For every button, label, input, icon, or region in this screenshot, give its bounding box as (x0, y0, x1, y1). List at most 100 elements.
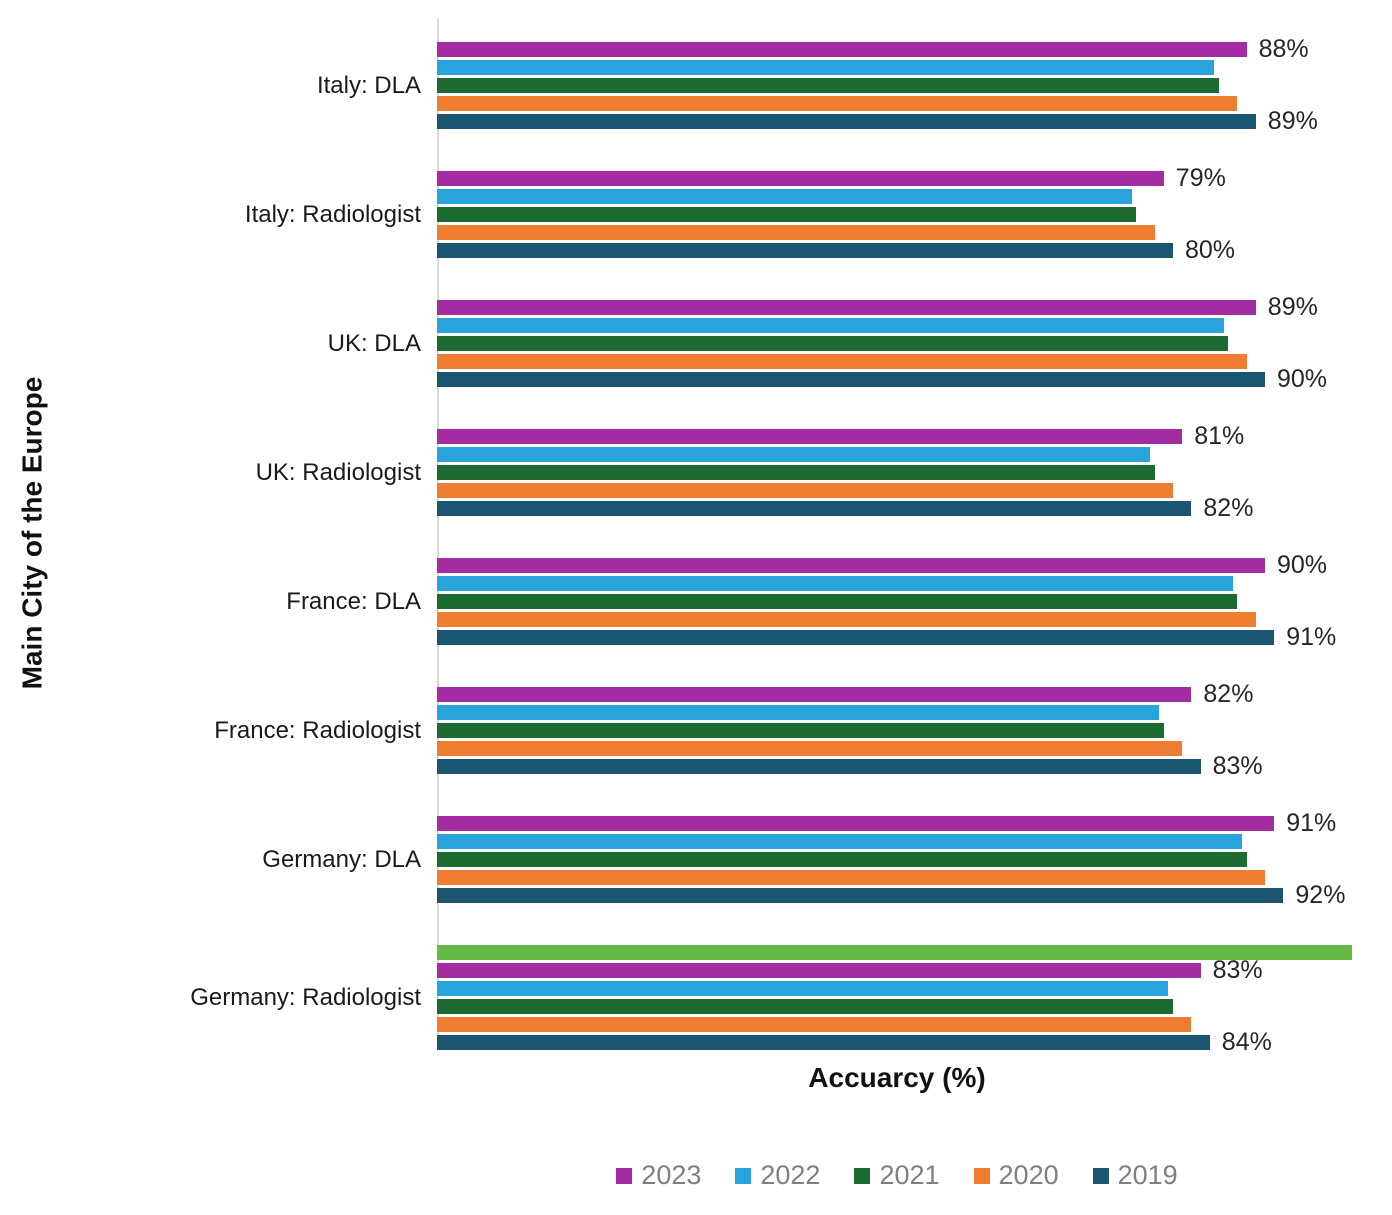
category-label: Italy: DLA (316, 71, 421, 99)
bar-row: 79% (437, 164, 1392, 192)
bar-2019 (437, 243, 1173, 258)
bar-2023 (437, 429, 1183, 444)
data-label: 90% (1277, 365, 1328, 393)
data-label: 90% (1277, 551, 1328, 579)
category-label: Germany: DLA (262, 845, 421, 873)
bar-2021 (437, 465, 1155, 480)
bar-row: 90% (437, 365, 1392, 393)
bar-stack: 91% 92% (437, 809, 1392, 909)
bar-row (437, 981, 1392, 996)
bar-row (437, 870, 1392, 885)
legend-label: 2019 (1117, 1160, 1178, 1190)
bar-2022 (437, 189, 1132, 204)
data-label: 84% (1221, 1028, 1272, 1056)
data-label: 81% (1194, 422, 1245, 450)
legend-swatch (973, 1167, 990, 1184)
bar-2022 (437, 834, 1242, 849)
bar-2021 (437, 336, 1229, 351)
data-label: 82% (1203, 494, 1254, 522)
bar-group: UK: DLA 89% 90% (0, 293, 1392, 393)
bar-2020 (437, 483, 1173, 498)
bar-2019 (437, 114, 1256, 129)
bar-row (437, 576, 1392, 591)
legend-swatch (616, 1167, 633, 1184)
bar-row (437, 318, 1392, 333)
bar-2022 (437, 576, 1233, 591)
legend-swatch (735, 1167, 752, 1184)
bar-2023 (437, 963, 1201, 978)
bar-row (437, 189, 1392, 204)
bar-row (437, 612, 1392, 627)
bar-2020 (437, 1017, 1192, 1032)
bar-row: 83% (437, 752, 1392, 780)
bar-2020 (437, 612, 1256, 627)
bar-2022 (437, 981, 1169, 996)
bar-2023 (437, 687, 1192, 702)
bar-row (437, 741, 1392, 756)
bar-stack: 82% 83% (437, 680, 1392, 780)
bar-row (437, 945, 1392, 960)
bar-stack: 90% 91% (437, 551, 1392, 651)
legend-label: 2023 (641, 1160, 702, 1190)
bar-2020 (437, 225, 1155, 240)
bar-group: Germany: DLA 91% 92% (0, 809, 1392, 909)
bar-2021 (437, 852, 1247, 867)
bar-2019 (437, 759, 1201, 774)
bar-group: Italy: Radiologist 79% 80% (0, 164, 1392, 264)
bar-2019 (437, 1035, 1210, 1050)
legend-label: 2022 (760, 1160, 821, 1190)
bar-2023 (437, 171, 1164, 186)
bar-row (437, 999, 1392, 1014)
bar-row: 89% (437, 107, 1392, 135)
plot-area: Italy: DLA 88% 89% Italy: Radiologist 79% 80%… (0, 35, 1392, 1092)
legend-label: 2021 (879, 1160, 940, 1190)
bar-row (437, 465, 1392, 480)
category-label: UK: DLA (327, 329, 421, 357)
bar-group: UK: Radiologist 81% 82% (0, 422, 1392, 522)
category-label: Italy: Radiologist (244, 200, 421, 228)
y-axis-line (437, 18, 439, 1050)
bar-row: 83% (437, 956, 1392, 984)
bar-row (437, 483, 1392, 498)
data-label: 88% (1258, 35, 1309, 63)
bar-row (437, 207, 1392, 222)
bar-2023 (437, 816, 1275, 831)
bar-2022 (437, 705, 1160, 720)
data-label: 79% (1175, 164, 1226, 192)
data-label: 83% (1212, 956, 1263, 984)
bar-row (437, 60, 1392, 75)
bar-group: Germany: Radiologist 83% 84% (0, 945, 1392, 1056)
bar-2020 (437, 354, 1247, 369)
bar-row (437, 1017, 1392, 1032)
bar-2019 (437, 630, 1275, 645)
legend-item-2022: 2022 (735, 1160, 820, 1191)
bar-2023 (437, 300, 1256, 315)
bar-row (437, 78, 1392, 93)
bar-row: 88% (437, 35, 1392, 63)
bar-2022 (437, 60, 1215, 75)
category-label: France: Radiologist (214, 716, 421, 744)
bar-row: 91% (437, 809, 1392, 837)
bar-row (437, 336, 1392, 351)
data-label: 80% (1185, 236, 1236, 264)
bar-row (437, 852, 1392, 867)
bar-row: 90% (437, 551, 1392, 579)
bar-stack: 83% 84% (437, 945, 1392, 1056)
bar-row: 89% (437, 293, 1392, 321)
bar-row (437, 723, 1392, 738)
category-label: Germany: Radiologist (190, 983, 421, 1011)
data-label: 91% (1286, 623, 1337, 651)
data-label: 91% (1286, 809, 1337, 837)
legend: 2023 2022 2021 2020 2019 (437, 1160, 1357, 1191)
bar-row: 81% (437, 422, 1392, 450)
legend-item-2021: 2021 (854, 1160, 940, 1191)
bar-row (437, 225, 1392, 240)
legend-item-2023: 2023 (616, 1160, 701, 1191)
bar-2021 (437, 207, 1137, 222)
bar-stack: 81% 82% (437, 422, 1392, 522)
bar-2019 (437, 501, 1192, 516)
bar-highlight (437, 945, 1353, 960)
bar-stack: 88% 89% (437, 35, 1392, 135)
legend-swatch (1092, 1167, 1109, 1184)
